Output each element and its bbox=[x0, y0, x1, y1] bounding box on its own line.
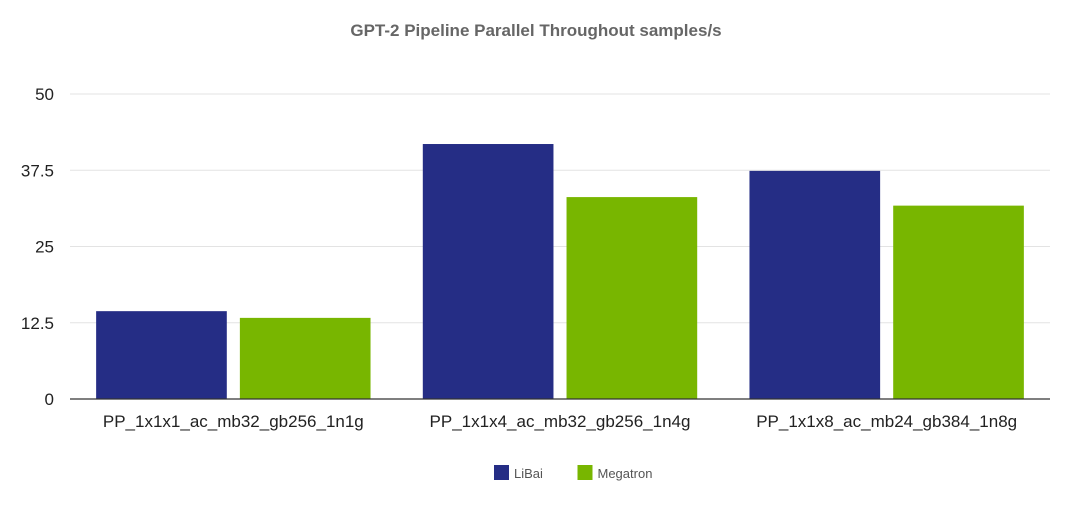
grid-lines bbox=[70, 93, 1050, 324]
bar-libai-2 bbox=[749, 170, 881, 399]
legend: LiBai Megatron bbox=[494, 465, 652, 481]
bar-megatron-0 bbox=[239, 317, 371, 399]
y-tick-label: 37.5 bbox=[21, 161, 54, 180]
x-category-label: PP_1x1x1_ac_mb32_gb256_1n1g bbox=[103, 412, 364, 431]
x-axis-categories: PP_1x1x1_ac_mb32_gb256_1n1g PP_1x1x4_ac_m… bbox=[103, 412, 1017, 431]
y-axis-ticks: 0 12.5 25 37.5 50 bbox=[21, 85, 54, 409]
y-tick-label: 50 bbox=[35, 85, 54, 104]
legend-label-megatron: Megatron bbox=[598, 466, 653, 481]
bar-libai-1 bbox=[422, 144, 554, 399]
legend-swatch-libai bbox=[494, 465, 509, 480]
bar-libai-0 bbox=[96, 311, 227, 399]
bars bbox=[96, 144, 1024, 399]
y-tick-label: 0 bbox=[45, 390, 54, 409]
y-tick-label: 12.5 bbox=[21, 314, 54, 333]
legend-swatch-megatron bbox=[577, 465, 593, 480]
bar-megatron-1 bbox=[566, 197, 698, 399]
x-category-label: PP_1x1x8_ac_mb24_gb384_1n8g bbox=[756, 412, 1017, 431]
legend-label-libai: LiBai bbox=[514, 466, 543, 481]
x-category-label: PP_1x1x4_ac_mb32_gb256_1n4g bbox=[430, 412, 691, 431]
chart-title: GPT-2 Pipeline Parallel Throughout sampl… bbox=[350, 21, 721, 40]
y-tick-label: 25 bbox=[35, 238, 54, 257]
bar-megatron-2 bbox=[893, 205, 1024, 399]
